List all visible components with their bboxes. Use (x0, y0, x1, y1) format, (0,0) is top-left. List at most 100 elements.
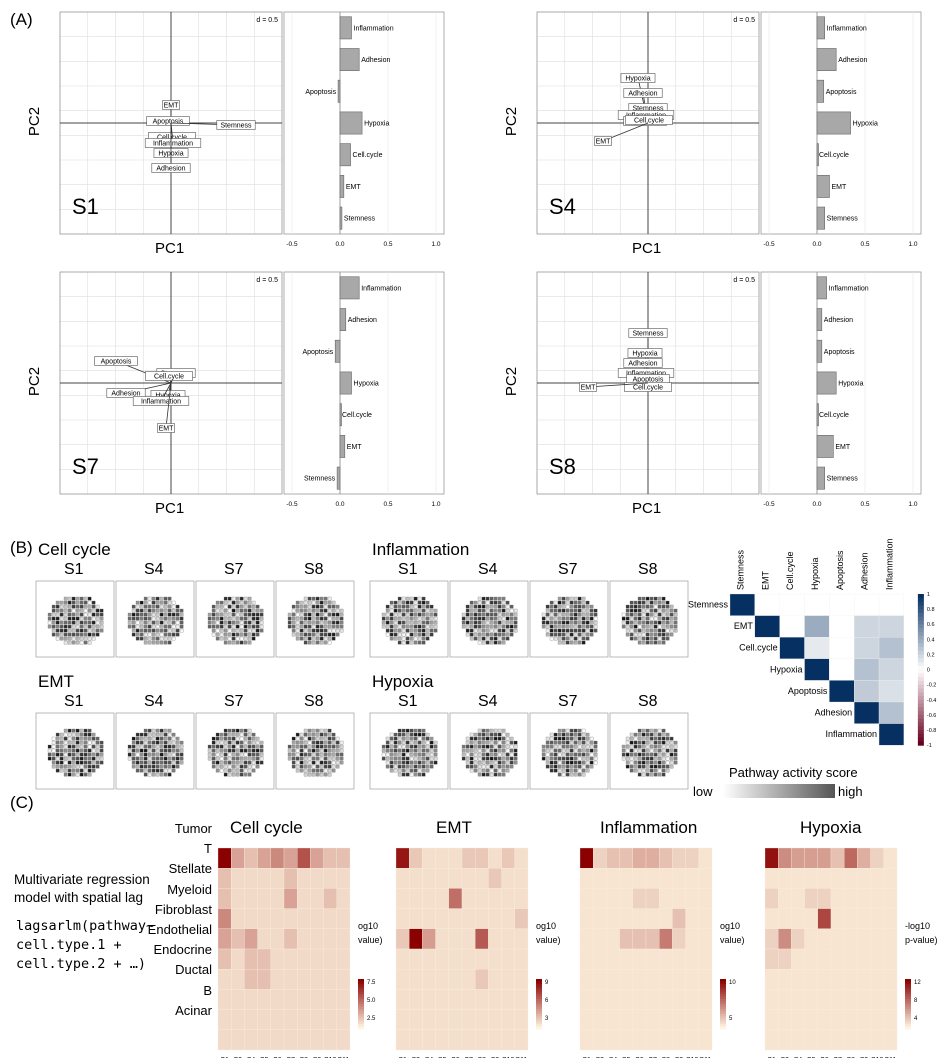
heatmap-cell (231, 948, 245, 970)
arrow-label: Stemness (632, 331, 664, 338)
cell-type-label: Endothelial (147, 922, 212, 937)
heatmap-cell (501, 908, 515, 929)
arrow-label-box (151, 163, 191, 173)
heatmap-cell (883, 908, 898, 929)
heatmap-cell (435, 1029, 449, 1051)
heatmap-cell (448, 868, 463, 889)
bar-label: Stemness (344, 216, 376, 223)
heatmap-cell (645, 989, 660, 1010)
corr-row-label: Hypoxia (770, 664, 803, 674)
legend-swatch (905, 994, 911, 997)
heatmap-cell (791, 948, 805, 970)
heatmap-cell (606, 948, 620, 970)
heatmap-cell (870, 928, 884, 950)
heatmap-cell (244, 928, 258, 950)
corr-cell (878, 680, 905, 703)
legend-swatch (720, 979, 726, 982)
legend-tick: 12 (914, 980, 921, 986)
corr-col-label: Cell.cycle (785, 551, 795, 590)
bar-tick: 0.0 (335, 241, 344, 248)
legend-title: og10 (536, 921, 556, 931)
bar-label: Inflammation (354, 25, 394, 32)
sample-label: S4 (549, 194, 576, 219)
legend-tick: 8 (914, 998, 918, 1004)
heatmap-cell (619, 969, 633, 990)
heatmap-cell (830, 989, 845, 1010)
heatmap-cell (579, 1009, 594, 1030)
arrow-label-box (157, 423, 175, 433)
pc1-axis-label: PC1 (632, 240, 662, 257)
heatmap-cell (297, 948, 311, 970)
biplot-S7: d = 0.5ApoptosisStemnessCell.cycleAdhesi… (59, 271, 283, 495)
heatmap-cell (632, 847, 647, 869)
corr-cell (804, 658, 830, 681)
heatmap-cell (883, 948, 898, 970)
arrow-label: Adhesion (628, 91, 657, 98)
heatmap-cell (632, 1009, 647, 1030)
bar-tick: 0.5 (383, 241, 392, 248)
heatmap-cell (422, 1009, 436, 1030)
heatmap-cell (857, 948, 871, 970)
corr-legend-swatch (917, 662, 924, 667)
heatmap-cell (409, 969, 423, 990)
heatmap-cell (448, 948, 463, 970)
heatmap-cell (409, 1009, 423, 1030)
bar-label: Stemness (827, 216, 859, 223)
corr-legend-tick: -0.2 (927, 683, 936, 689)
pathway-title: Cell cycle (38, 540, 111, 559)
heatmap-cell (501, 1009, 515, 1030)
heatmap-cell (409, 1029, 423, 1051)
heatmap-cell (257, 888, 271, 909)
spatial-map (369, 580, 449, 658)
heatmap-cell (283, 989, 298, 1010)
heatmap-cell (830, 847, 845, 869)
heatmap-cell (606, 868, 620, 889)
corr-legend-swatch (917, 711, 924, 716)
legend-swatch (358, 1021, 364, 1025)
heatmap-cell (778, 989, 792, 1010)
corr-legend-swatch (917, 699, 924, 705)
corr-legend-swatch (917, 658, 924, 663)
legend-swatch (536, 984, 542, 987)
legend-title: og10 (720, 921, 740, 931)
bar-label: EMT (346, 184, 362, 191)
legend-swatch (358, 979, 364, 982)
legend-swatch (720, 984, 726, 987)
heatmap-cell (606, 908, 620, 929)
arrow-label: Cell.cycle (633, 385, 663, 392)
bar-label: Cell.cycle (819, 152, 849, 159)
loading-bar (339, 371, 352, 395)
corr-legend-swatch (917, 643, 924, 648)
cell-type-label: Endocrine (153, 942, 212, 958)
legend-swatch (905, 1019, 911, 1022)
heatmap-cell (336, 888, 351, 909)
heatmap-cell (764, 1009, 779, 1030)
corr-legend-swatch (917, 628, 924, 633)
heatmap-cell (619, 888, 633, 909)
bar-label: Adhesion (838, 57, 867, 64)
heatmap-cell (336, 847, 351, 869)
heatmap-cell (422, 928, 436, 950)
spatial-map (609, 712, 689, 790)
heatmap-cell (606, 1009, 620, 1030)
corr-cell (829, 615, 855, 638)
legend-swatch (905, 1011, 911, 1015)
corr-legend-tick: 0.2 (927, 652, 935, 658)
arrow-label-box (132, 396, 190, 406)
legend-swatch (536, 994, 542, 997)
heatmap-cell (698, 868, 713, 889)
corr-legend-tick: -1 (927, 743, 932, 749)
heatmap-cell (336, 868, 351, 889)
heatmap-cell (593, 868, 607, 889)
legend-swatch (358, 994, 364, 997)
legend-swatch (905, 1009, 911, 1012)
loading-bars-S4: Inflammation Adhesion Apoptosis Hypoxia Cell… (760, 11, 922, 248)
heatmap-cell (409, 868, 423, 889)
heatmap-cell (270, 1029, 285, 1051)
bar-label: Stemness (304, 476, 336, 483)
heatmap-cell (297, 847, 311, 869)
legend-swatch (358, 1004, 364, 1007)
legend-swatch (905, 1016, 911, 1020)
heatmap-cell (475, 1029, 489, 1051)
